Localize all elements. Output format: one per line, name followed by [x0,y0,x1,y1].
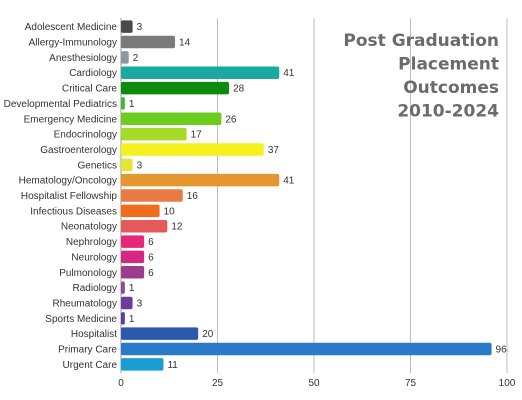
value-label: 10 [164,206,176,217]
value-label: 12 [171,222,183,233]
value-label: 26 [225,114,237,125]
bar [121,296,133,310]
category-label: Pulmonology [59,268,117,279]
bar [121,20,133,33]
category-label: Infectious Diseases [30,206,117,217]
value-label: 1 [129,99,135,110]
category-label: Anesthesiology [49,53,117,64]
category-label: Adolescent Medicine [25,22,118,33]
category-label: Nephrology [66,237,117,248]
value-label: 2 [133,53,139,64]
bar [121,173,280,187]
bar [121,312,125,325]
category-label: Sports Medicine [45,314,117,325]
category-label: Rheumatology [53,298,117,309]
category-label: Hematology/Oncology [19,176,117,187]
bar [121,51,129,64]
chart-title-line: 2010-2024 [397,102,499,122]
category-label: Neonatology [61,222,117,233]
category-label: Hospitalist [71,329,117,340]
bar [121,358,164,371]
bar [121,189,183,202]
x-tick-label: 25 [212,378,224,389]
chart-title: Post Graduation Placement Outcomes 2010-202… [343,31,499,122]
x-tick-label: 50 [308,378,320,389]
value-label: 17 [191,130,203,141]
bar [121,204,160,218]
category-labels: Adolescent Medicine Allergy-Immunology Ane… [4,22,118,371]
value-label: 11 [167,360,178,371]
category-label: Urgent Care [63,360,118,371]
value-label: 6 [148,237,154,248]
bar [121,219,168,233]
chart-title-line: Outcomes [403,78,499,98]
bar [121,66,280,79]
value-label: 3 [137,160,143,171]
value-label: 6 [148,252,154,263]
value-label: 20 [202,329,214,340]
bar [121,281,125,294]
bar [121,112,222,126]
value-label: 28 [233,84,245,95]
bar [121,327,199,340]
x-tick-label: 100 [499,378,516,389]
category-label: Hospitalist Fellowship [21,191,118,202]
value-label: 3 [137,298,143,309]
category-label: Allergy-Immunology [29,38,117,49]
bar [121,342,492,356]
category-label: Radiology [73,283,117,294]
category-label: Neurology [71,252,117,263]
category-label: Primary Care [58,345,117,356]
value-label: 41 [283,68,295,79]
bars [121,20,492,371]
x-tick-labels: 0 25 50 75 100 [118,378,516,389]
value-label: 14 [179,38,191,49]
category-label: Gastroenterology [40,145,117,156]
value-label: 96 [496,345,508,356]
category-label: Emergency Medicine [24,114,118,125]
value-label: 6 [148,268,154,279]
value-label: 1 [129,283,135,294]
chart-title-line: Placement [398,55,499,75]
bar [121,266,145,279]
x-tick-label: 0 [118,378,124,389]
value-label: 41 [283,176,295,187]
category-label: Developmental Pediatrics [4,99,117,110]
bar [121,127,187,141]
bar [121,158,133,172]
chart-title-line: Post Graduation [343,31,499,51]
category-label: Endocrinology [54,130,117,141]
bar [121,81,230,95]
value-label: 1 [129,314,135,325]
category-label: Genetics [78,160,117,171]
bar [121,235,145,248]
value-label: 16 [187,191,199,202]
bar [121,97,125,110]
value-label: 3 [137,22,143,33]
bar [121,250,145,264]
bar [121,143,264,156]
x-tick-label: 75 [405,378,417,389]
category-label: Cardiology [69,68,117,79]
value-label: 37 [268,145,280,156]
bar [121,35,176,49]
category-label: Critical Care [62,84,117,95]
